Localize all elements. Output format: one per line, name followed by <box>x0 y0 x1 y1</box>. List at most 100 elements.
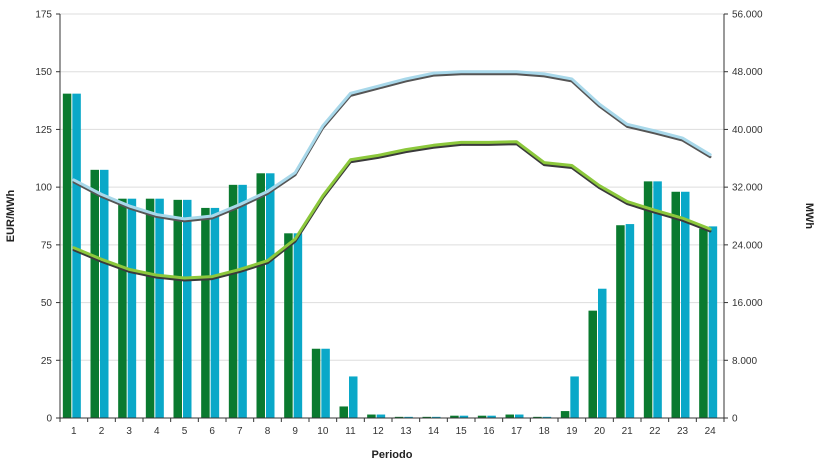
y-left-tick-label: 100 <box>35 183 52 194</box>
x-tick-label: 13 <box>400 426 412 437</box>
bar <box>450 415 459 418</box>
bar <box>625 224 635 418</box>
bar <box>311 348 321 418</box>
y-left-tick-label: 150 <box>35 67 52 78</box>
bar <box>238 184 247 418</box>
x-tick-label: 7 <box>237 426 243 437</box>
y-right-tick-label: 48.000 <box>732 67 763 78</box>
bar <box>588 310 597 418</box>
x-tick-label: 10 <box>317 426 329 437</box>
x-tick-label: 1 <box>71 426 77 437</box>
bar <box>228 184 238 418</box>
x-tick-label: 14 <box>428 426 440 437</box>
x-tick-label: 4 <box>154 426 160 437</box>
x-tick-label: 11 <box>345 426 356 437</box>
bar <box>699 228 708 418</box>
bar <box>293 233 303 418</box>
x-tick-label: 3 <box>126 426 132 437</box>
bar <box>118 198 127 418</box>
bar <box>173 199 182 418</box>
bar <box>542 416 552 418</box>
bar <box>394 416 404 418</box>
y-left-tick-label: 50 <box>41 298 53 309</box>
y-left-tick-label: 75 <box>41 240 53 251</box>
bar <box>560 411 570 418</box>
bar <box>100 169 109 418</box>
bar <box>404 416 413 418</box>
bar <box>210 207 220 418</box>
y-right-tick-label: 8.000 <box>732 356 757 367</box>
x-tick-label: 20 <box>594 426 606 437</box>
x-tick-label: 22 <box>649 426 661 437</box>
bar <box>376 414 386 418</box>
y-right-tick-label: 24.000 <box>732 240 763 251</box>
y-axis-left-title: EUR/MWh <box>5 189 17 242</box>
bar <box>201 207 210 418</box>
y-right-tick-label: 16.000 <box>732 298 763 309</box>
x-tick-label: 18 <box>539 426 551 437</box>
bar <box>183 199 192 418</box>
y-right-tick-label: 0 <box>732 414 738 425</box>
bar <box>681 191 690 418</box>
bar <box>653 181 662 418</box>
x-tick-label: 9 <box>292 426 298 437</box>
line-series <box>72 70 712 282</box>
bar <box>643 181 653 418</box>
x-tick-label: 16 <box>483 426 495 437</box>
bar <box>339 406 348 418</box>
x-tick-label: 15 <box>456 426 468 437</box>
y-axis-right-title: MWh <box>803 203 815 230</box>
bar <box>515 414 524 418</box>
x-tick-label: 6 <box>209 426 215 437</box>
y-left-tick-label: 25 <box>41 356 53 367</box>
x-tick-label: 24 <box>705 426 717 437</box>
bar <box>616 225 625 418</box>
bar <box>145 198 155 418</box>
bar <box>72 93 81 418</box>
y-right-tick-label: 40.000 <box>732 125 763 136</box>
series-line <box>72 70 712 221</box>
bar <box>598 288 607 418</box>
axes <box>56 13 728 422</box>
bar <box>256 173 265 418</box>
y-left-tick-label: 0 <box>46 414 52 425</box>
x-tick-label: 19 <box>566 426 578 437</box>
y-right-tick-label: 32.000 <box>732 183 763 194</box>
bar <box>155 198 164 418</box>
grid <box>60 13 724 361</box>
series-line <box>72 140 712 280</box>
x-tick-label: 2 <box>99 426 105 437</box>
y-right-tick-label: 56.000 <box>732 10 763 21</box>
bar <box>487 415 496 418</box>
x-tick-label: 23 <box>677 426 689 437</box>
x-tick-label: 17 <box>511 426 523 437</box>
x-axis-title: Periodo <box>372 449 413 461</box>
x-tick-label: 12 <box>373 426 385 437</box>
x-tick-label: 5 <box>182 426 188 437</box>
bar <box>90 169 99 418</box>
bar <box>505 414 514 418</box>
bar <box>266 173 275 418</box>
y-left-tick-label: 175 <box>35 10 52 21</box>
x-tick-label: 21 <box>622 426 634 437</box>
series-line-shadow <box>72 72 712 223</box>
bar-series <box>62 93 718 418</box>
bar <box>349 376 358 418</box>
tick-labels: 025507510012515017508.00016.00024.00032.… <box>35 10 763 438</box>
bar <box>321 348 330 418</box>
bar <box>127 198 137 418</box>
series-line-shadow <box>72 142 712 282</box>
bar <box>284 233 293 418</box>
bar <box>570 376 579 418</box>
bar <box>459 415 469 418</box>
bar <box>671 191 680 418</box>
bar <box>422 416 431 418</box>
bar <box>367 414 376 418</box>
bar <box>432 416 441 418</box>
y-left-tick-label: 125 <box>35 125 52 136</box>
bar <box>533 416 542 418</box>
bar <box>477 415 487 418</box>
x-tick-label: 8 <box>265 426 271 437</box>
bar <box>62 93 72 418</box>
